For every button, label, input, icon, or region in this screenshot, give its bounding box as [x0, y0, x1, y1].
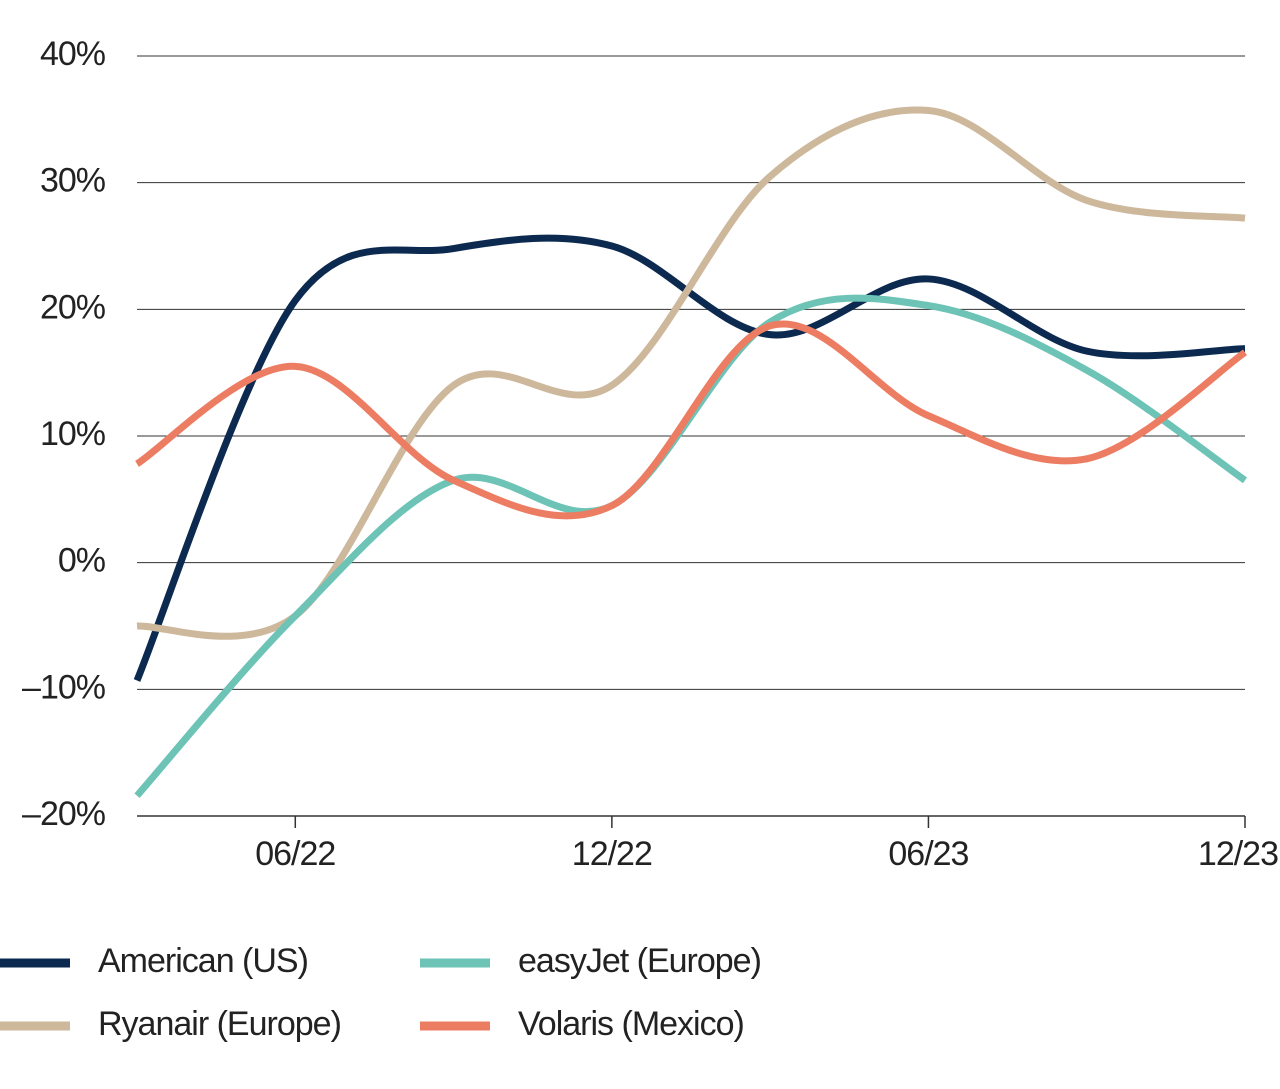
series-line	[133, 234, 1246, 682]
legend-label: easyJet (Europe)	[518, 942, 761, 980]
series-line	[134, 294, 1248, 799]
y-tick-label: 30%	[40, 162, 106, 200]
y-tick-label: 10%	[40, 415, 106, 453]
legend-label: Volaris (Mexico)	[518, 1005, 744, 1043]
series-line	[135, 320, 1247, 520]
legend-label: Ryanair (Europe)	[98, 1005, 341, 1043]
y-tick-label: –10%	[22, 668, 106, 706]
legend-label: American (US)	[98, 942, 308, 980]
y-tick-label: 0%	[58, 542, 106, 580]
x-tick-label: 06/23	[888, 835, 968, 873]
x-tick-label: 12/23	[1198, 835, 1278, 873]
y-tick-label: 20%	[40, 288, 106, 326]
y-tick-label: 40%	[40, 35, 106, 73]
x-tick-label: 12/22	[572, 835, 652, 873]
series-line	[136, 106, 1246, 640]
y-tick-label: –20%	[22, 795, 106, 833]
x-tick-label: 06/22	[255, 835, 335, 873]
